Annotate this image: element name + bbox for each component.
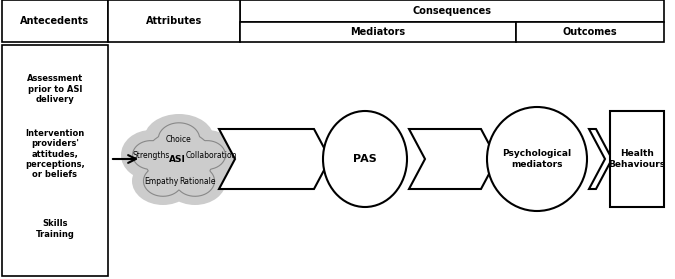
Ellipse shape [164,157,226,205]
Text: Antecedents: Antecedents [20,16,90,26]
Bar [108,0,240,42]
Text: Health
Behaviours: Health Behaviours [608,149,666,169]
Text: Outcomes: Outcomes [563,27,618,37]
Text: Strengths: Strengths [132,150,169,160]
Text: Choice: Choice [166,134,192,143]
Ellipse shape [487,107,587,211]
Polygon shape [219,129,330,189]
Bar [516,22,664,42]
Bar [610,111,664,207]
Text: PAS: PAS [353,154,377,164]
Text: Attributes: Attributes [146,16,202,26]
Text: ASI: ASI [169,155,186,163]
Ellipse shape [145,131,213,187]
Polygon shape [589,129,612,189]
Text: Empathy: Empathy [144,177,178,186]
Ellipse shape [177,130,237,180]
Polygon shape [409,129,497,189]
Text: Collaboration: Collaboration [185,150,237,160]
Bar [2,0,108,42]
Ellipse shape [144,114,214,164]
Ellipse shape [132,157,194,205]
Ellipse shape [121,130,181,180]
Text: Assessment
prior to ASI
delivery: Assessment prior to ASI delivery [27,74,83,104]
Bar [240,22,516,42]
Text: Rationale: Rationale [179,177,215,186]
Ellipse shape [323,111,407,207]
Text: Consequences: Consequences [412,6,491,16]
Text: Mediators: Mediators [350,27,406,37]
Text: Skills
Training: Skills Training [36,219,74,239]
Bar [2,45,108,276]
Text: Psychological
mediators: Psychological mediators [502,149,572,169]
Bar [240,0,664,22]
Text: Intervention
providers'
attitudes,
perceptions,
or beliefs: Intervention providers' attitudes, perce… [25,129,85,179]
